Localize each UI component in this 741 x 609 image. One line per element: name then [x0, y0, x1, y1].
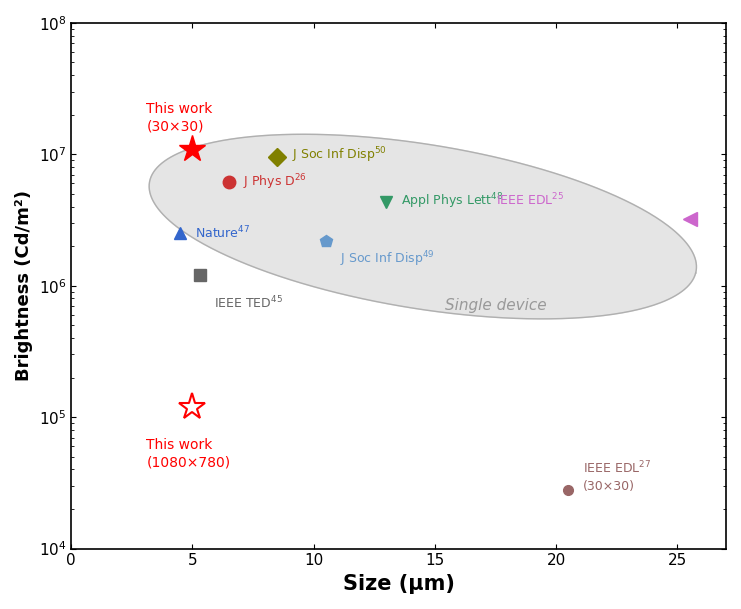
Text: IEEE EDL$^{27}$
(30×30): IEEE EDL$^{27}$ (30×30): [583, 460, 651, 493]
Y-axis label: Brightness (Cd/m²): Brightness (Cd/m²): [15, 190, 33, 381]
Text: Nature$^{47}$: Nature$^{47}$: [195, 225, 250, 241]
Text: Single device: Single device: [445, 298, 546, 313]
X-axis label: Size (μm): Size (μm): [342, 574, 454, 594]
Text: J Soc Inf Disp$^{49}$: J Soc Inf Disp$^{49}$: [340, 250, 435, 269]
Text: Appl Phys Lett$^{48}$: Appl Phys Lett$^{48}$: [401, 192, 503, 211]
Text: IEEE TED$^{45}$: IEEE TED$^{45}$: [214, 295, 283, 311]
Text: This work
(30×30): This work (30×30): [146, 102, 213, 133]
Text: J Soc Inf Disp$^{50}$: J Soc Inf Disp$^{50}$: [292, 146, 387, 166]
Text: IEEE EDL$^{25}$: IEEE EDL$^{25}$: [496, 192, 564, 209]
Polygon shape: [149, 134, 697, 319]
Text: This work
(1080×780): This work (1080×780): [146, 438, 230, 470]
Text: J Phys D$^{26}$: J Phys D$^{26}$: [243, 172, 308, 192]
